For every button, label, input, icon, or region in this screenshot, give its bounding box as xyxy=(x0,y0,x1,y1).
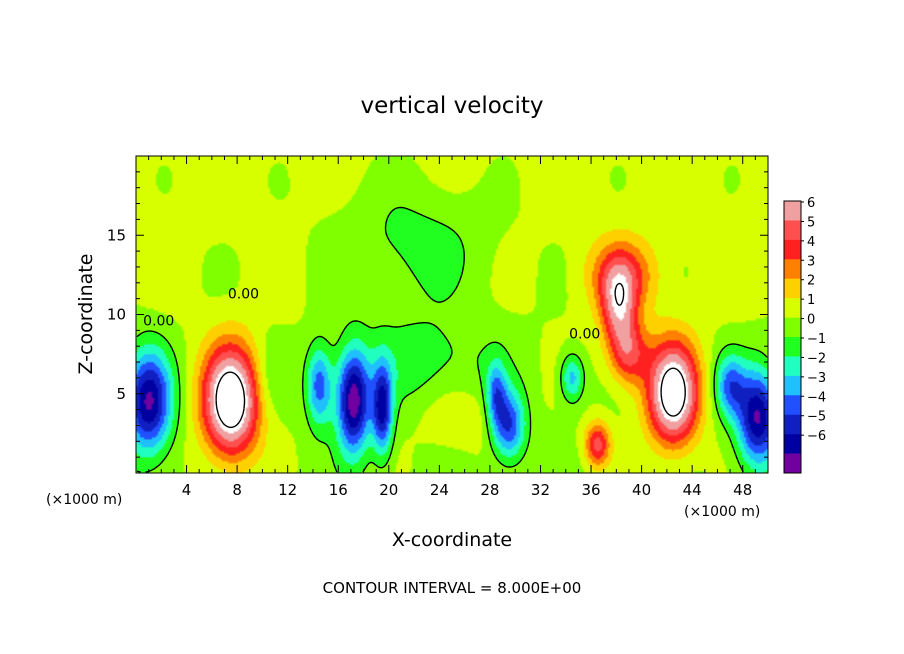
x-tick-label: 4 xyxy=(182,481,192,499)
colorbar: 6 5 4 3 2 1 0 −1 −2 −3 −4 −5 −6 xyxy=(783,196,826,474)
colorbar-tick-label: 2 xyxy=(807,274,815,289)
colorbar-swatch xyxy=(784,375,801,396)
x-tick-label: 28 xyxy=(480,481,499,499)
x-tick-label: 16 xyxy=(329,481,348,499)
contour-interval-note: CONTOUR INTERVAL = 8.000E+00 xyxy=(323,579,582,597)
colorbar-swatch xyxy=(784,298,801,318)
y-axis-label: Z-coordinate xyxy=(75,254,97,375)
x-tick-label: 24 xyxy=(430,481,449,499)
contour-label: 0.00 xyxy=(228,287,259,303)
colorbar-swatch xyxy=(784,434,801,454)
y-tick-label: 15 xyxy=(107,226,126,244)
colorbar-swatch xyxy=(784,414,801,435)
colorbar-swatch xyxy=(784,278,801,299)
contour-zero xyxy=(136,206,768,473)
colorbar-swatch xyxy=(784,395,801,416)
y-tick-label: 5 xyxy=(116,385,126,403)
colorbar-tick-label: 4 xyxy=(807,235,815,250)
colorbar-tick-label: 0 xyxy=(807,313,815,328)
colorbar-tick-label: −6 xyxy=(807,429,826,444)
contour-labels: 0.00 0.00 0.00 xyxy=(143,287,600,343)
colorbar-tick-label: 6 xyxy=(807,196,815,211)
colorbar-tick-label: 5 xyxy=(807,215,815,230)
y-tick-label: 10 xyxy=(107,306,126,324)
x-tick-label: 44 xyxy=(683,481,702,499)
colorbar-swatch xyxy=(784,220,801,241)
colorbar-tick-label: −3 xyxy=(807,371,826,386)
colorbar-frame xyxy=(783,200,802,474)
colorbar-tick-label: −1 xyxy=(807,332,826,347)
x-axis-label: X-coordinate xyxy=(392,529,512,551)
x-tick-label: 32 xyxy=(531,481,550,499)
x-tick-label: 40 xyxy=(632,481,651,499)
colorbar-tick-label: 1 xyxy=(807,293,815,308)
colorbar-tick-label: −4 xyxy=(807,390,826,405)
contour-plus-8 xyxy=(215,282,686,429)
velocity-field xyxy=(136,156,768,473)
colorbar-tick-label: −5 xyxy=(807,410,826,425)
contour-label: 0.00 xyxy=(143,314,174,330)
x-tick-label: 8 xyxy=(232,481,242,499)
zero-contours xyxy=(136,206,768,473)
x-unit-right: (×1000 m) xyxy=(684,504,760,520)
y-axis-ticks: 5 10 15 xyxy=(107,155,768,474)
contour-label: 0.00 xyxy=(569,326,600,342)
colorbar-swatch xyxy=(784,453,801,474)
colorbar-tick-label: 3 xyxy=(807,254,815,269)
colorbar-swatch xyxy=(784,337,801,357)
x-axis-ticks: 4 8 12 16 20 24 28 32 36 40 44 48 xyxy=(135,156,769,499)
colorbar-swatch xyxy=(784,259,801,280)
x-tick-label: 36 xyxy=(581,481,600,499)
colorbar-tick-label: −2 xyxy=(807,351,826,366)
colorbar-swatch xyxy=(784,356,801,377)
x-tick-label: 20 xyxy=(379,481,398,499)
colorbar-swatch xyxy=(784,317,801,338)
colorbar-swatch xyxy=(784,201,801,221)
plot-area: 0.000.000.00 4 8 12 16 20 24 28 32 36 40 44 48 5101… xyxy=(107,155,769,499)
x-unit-left: (×1000 m) xyxy=(46,492,122,508)
x-tick-label: 48 xyxy=(733,481,752,499)
colorbar-swatch xyxy=(784,239,801,260)
chart-title: vertical velocity xyxy=(361,93,544,119)
x-tick-label: 12 xyxy=(278,481,297,499)
